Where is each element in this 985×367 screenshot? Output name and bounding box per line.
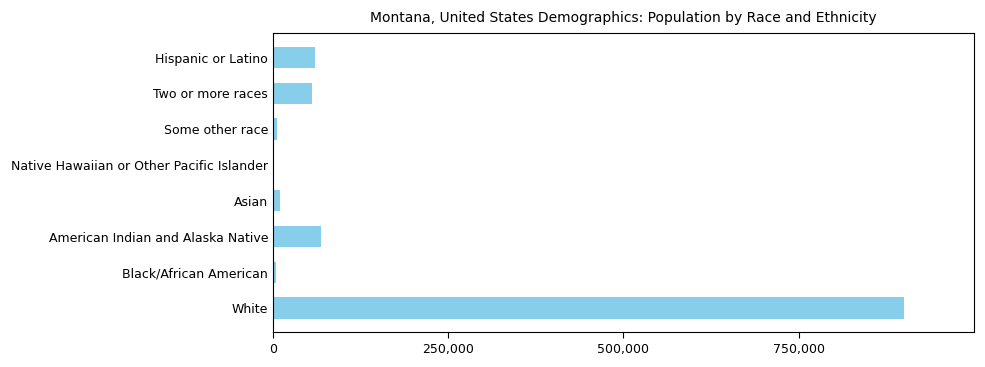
Bar bbox=[273, 262, 277, 283]
Bar bbox=[273, 190, 280, 211]
Bar bbox=[273, 226, 321, 247]
Bar bbox=[273, 83, 311, 104]
Title: Montana, United States Demographics: Population by Race and Ethnicity: Montana, United States Demographics: Pop… bbox=[370, 11, 877, 25]
Bar bbox=[273, 297, 904, 319]
Bar bbox=[273, 47, 315, 68]
Bar bbox=[273, 119, 277, 140]
